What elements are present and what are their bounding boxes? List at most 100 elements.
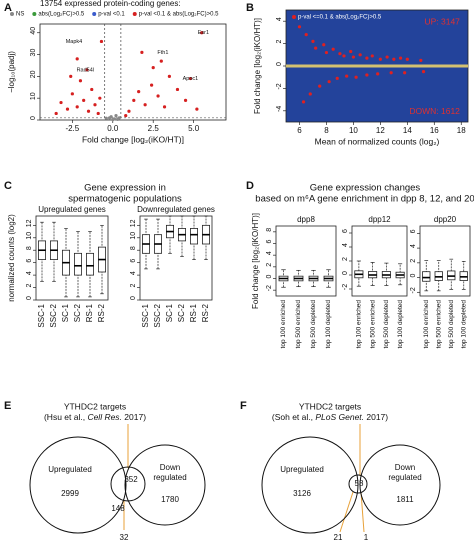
y-tick-label: 4: [276, 17, 283, 21]
point: [98, 96, 102, 100]
point: [78, 79, 83, 83]
x-tick-label: RS-1: [189, 303, 198, 322]
x-tick-label: top 100 enriched: [280, 300, 287, 349]
x-tick-label: 2.5: [148, 124, 160, 133]
point: [143, 103, 147, 107]
legend-swatch: [32, 12, 37, 16]
point: [175, 87, 180, 92]
venn-circle: [348, 474, 368, 494]
panel-title: spermatogenic populations: [68, 194, 182, 205]
venn-number: 1: [364, 533, 369, 542]
y-tick-label: 8: [130, 246, 137, 250]
panel-label: D: [246, 180, 254, 192]
y-tick-label: 12: [130, 219, 137, 227]
point: [183, 98, 188, 102]
venn-circle: [110, 466, 146, 502]
point: [297, 25, 302, 29]
venn-label: Upregulated: [48, 465, 92, 474]
x-tick-label: top 100 depleted: [460, 300, 467, 349]
y-tick-label: 2: [26, 284, 33, 288]
plot-frame: [35, 215, 109, 301]
subplot-title: dpp20: [434, 215, 457, 224]
point: [365, 73, 369, 77]
panel-title: Gene expression in: [84, 183, 166, 194]
plot-frame: [139, 215, 213, 301]
venn-label: Down: [395, 463, 415, 472]
y-tick-label: 12: [26, 219, 33, 227]
legend-label: p-val <=0.1 & abs(Log₂FC)>0.5: [298, 15, 382, 21]
y-tick-label: 0: [30, 116, 37, 120]
y-tick-label: 2: [276, 40, 283, 44]
point: [370, 54, 374, 58]
point: [124, 114, 128, 118]
point: [358, 53, 362, 57]
x-tick-label: top 100 enriched: [423, 300, 430, 349]
point: [109, 115, 113, 119]
point: [365, 56, 369, 60]
point: [82, 98, 86, 102]
y-tick-label: 2: [266, 263, 273, 267]
y-tick-label: 2: [410, 259, 417, 263]
point: [132, 98, 136, 102]
legend-swatch: [132, 12, 137, 16]
box: [74, 252, 83, 276]
x-tick-label: SC-1: [165, 303, 174, 322]
y-tick-label: 10: [26, 232, 33, 240]
point: [65, 107, 70, 111]
x-tick-label: top 500 depleted: [448, 300, 455, 349]
point: [127, 109, 131, 113]
venn-circle: [261, 436, 359, 534]
x-tick-label: 12: [376, 126, 385, 135]
x-tick-label: top 100 enriched: [356, 300, 363, 349]
legend-swatch: [292, 15, 296, 19]
point: [86, 109, 91, 113]
y-tick-label: 6: [342, 229, 349, 233]
annotation: UP: 3147: [424, 17, 460, 27]
point: [111, 117, 115, 122]
venn-number: 3126: [293, 489, 311, 498]
annotation: Esr1: [198, 30, 209, 36]
panel-title: Gene expression changes: [310, 183, 421, 194]
point: [322, 43, 326, 47]
point: [59, 100, 63, 105]
y-tick-label: 2: [130, 284, 137, 288]
venn-circle: [359, 444, 441, 526]
point: [314, 46, 318, 50]
point: [140, 50, 144, 54]
point: [117, 116, 121, 120]
y-tick-label: 4: [342, 243, 349, 247]
x-tick-label: SSC-2: [49, 303, 58, 327]
x-tick-label: 10: [349, 126, 358, 135]
y-tick-label: 4: [26, 271, 33, 275]
y-tick-label: 0: [342, 271, 349, 275]
x-tick-label: top 100 depleted: [397, 300, 404, 349]
y-tick-label: 0: [276, 62, 283, 66]
y-tick-label: 20: [30, 70, 37, 78]
point: [195, 107, 199, 111]
y-tick-label: 4: [266, 251, 273, 255]
connector: [339, 491, 354, 533]
x-tick-label: top 500 depleted: [310, 300, 317, 349]
venn-number: 2999: [61, 489, 79, 498]
point: [150, 83, 154, 87]
point: [389, 71, 393, 75]
subplot-title: dpp12: [368, 215, 391, 224]
y-tick-label: 2: [342, 257, 349, 261]
chart: -4 -2 0 2 4 6 8 10 12 14 16 18 Mean of normalized co…: [253, 9, 469, 146]
legend-label: NS: [16, 12, 24, 18]
connector: [360, 491, 365, 533]
y-tick-label: 0: [266, 274, 273, 278]
box: [189, 228, 198, 245]
panel-label: E: [4, 400, 11, 412]
venn-number: 21: [334, 533, 343, 542]
y-tick-label: 40: [30, 27, 37, 35]
point: [69, 74, 73, 78]
legend-label: p-val <0.1 & abs(Log₂FC)>0.5: [139, 12, 219, 18]
y-tick-label: 8: [266, 228, 273, 232]
venn-number: 58: [355, 479, 364, 488]
point: [151, 66, 155, 70]
y-axis-label: Fold change [log₂(iKO/HT)]: [253, 18, 262, 114]
venn-cite: (Hsu et al., Cell Res. 2017): [44, 412, 146, 422]
plot-frame: [419, 225, 471, 297]
y-tick-label: -2: [410, 287, 417, 293]
